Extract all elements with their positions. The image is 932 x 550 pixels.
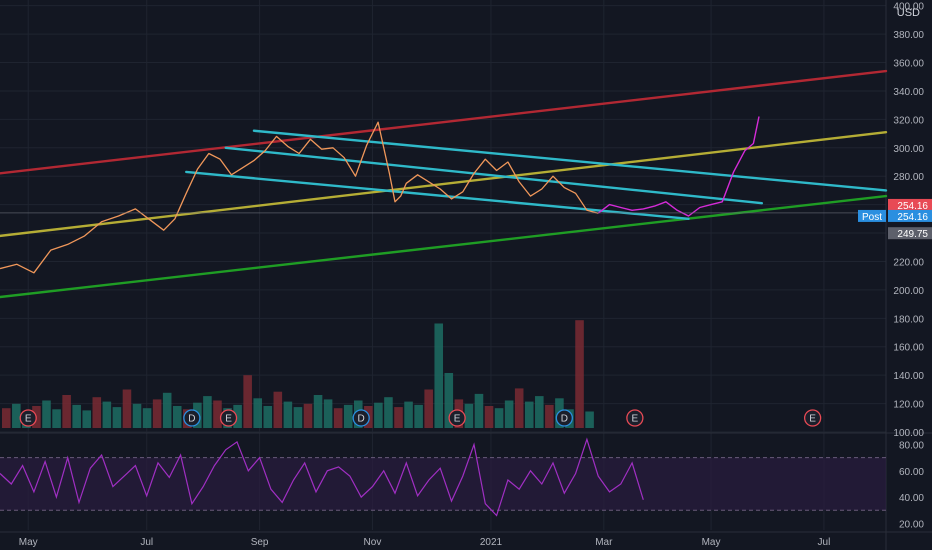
volume-bar [344, 405, 353, 428]
event-marker-label: D [561, 414, 568, 425]
volume-bar [12, 404, 21, 428]
volume-bar [2, 408, 11, 428]
volume-bar [143, 408, 152, 428]
volume-bar [294, 407, 303, 428]
y-tick-label: 280.00 [893, 172, 924, 183]
event-marker-label: E [454, 414, 461, 425]
y-tick-label: 180.00 [893, 314, 924, 325]
volume-bar [465, 404, 474, 428]
y-tick-label: 380.00 [893, 30, 924, 41]
x-tick-label: Sep [251, 537, 269, 548]
trend-layer [0, 71, 886, 297]
event-marker-label: E [25, 414, 32, 425]
volume-bar [585, 412, 594, 429]
volume-bar [525, 402, 534, 428]
volume-bar [284, 402, 293, 428]
volume-bar [213, 401, 222, 429]
y-tick-label: 220.00 [893, 257, 924, 268]
volume-bar [394, 407, 403, 428]
series-price [0, 122, 598, 273]
volume-bar [314, 395, 323, 428]
volume-bar [515, 388, 524, 428]
volume-bar [404, 402, 413, 428]
volume-bar [324, 399, 333, 428]
volume-bar [253, 398, 262, 428]
volume-bar [535, 396, 544, 428]
price-label: 254.16 [897, 212, 928, 223]
y-tick-label: 340.00 [893, 87, 924, 98]
trendline-channel-lower [186, 172, 688, 219]
x-tick-label: 2021 [480, 537, 503, 548]
rsi-y-tick-label: 20.00 [899, 519, 924, 530]
rsi-layer [0, 439, 886, 515]
volume-bar [123, 390, 132, 429]
volume-bar [52, 409, 61, 428]
y-tick-label: 360.00 [893, 59, 924, 70]
y-tick-label: 100.00 [893, 428, 924, 439]
volume-bar [424, 390, 433, 429]
volume-bar [334, 408, 343, 428]
x-tick-label: Mar [595, 537, 613, 548]
volume-bar [434, 324, 443, 429]
volume-bar [475, 394, 484, 428]
y-tick-label: 200.00 [893, 286, 924, 297]
volume-bar [203, 396, 212, 428]
volume-bar [113, 407, 122, 428]
volume-bar [82, 410, 91, 428]
event-marker-label: E [632, 414, 639, 425]
event-marker-label: D [358, 414, 365, 425]
trendline-resistance-red [0, 71, 886, 173]
volume-bar [163, 393, 172, 428]
rsi-y-tick-label: 60.00 [899, 467, 924, 478]
y-tick-label: 140.00 [893, 371, 924, 382]
volume-bar [384, 397, 393, 428]
volume-bar [103, 402, 112, 428]
volume-bar [62, 395, 71, 428]
volume-bar [545, 405, 554, 428]
volume-bar [274, 392, 283, 428]
event-marker-label: E [225, 414, 232, 425]
trendline-support-green [0, 196, 886, 297]
rsi-y-tick-label: 80.00 [899, 441, 924, 452]
rsi-y-tick-label: 40.00 [899, 493, 924, 504]
volume-layer [2, 320, 594, 428]
volume-bar [505, 401, 514, 429]
y-tick-label: 160.00 [893, 343, 924, 354]
event-marker-label: D [188, 414, 195, 425]
x-tick-label: May [19, 537, 38, 548]
series-layer [0, 117, 886, 273]
price-label-prefix: Post [862, 212, 882, 223]
volume-bar [42, 401, 51, 429]
x-tick-label: May [702, 537, 721, 548]
volume-bar [374, 403, 383, 428]
volume-bar [485, 406, 494, 428]
x-tick-label: Nov [364, 537, 382, 548]
volume-bar [495, 408, 504, 428]
x-tick-label: Jul [818, 537, 831, 548]
volume-bar [243, 375, 252, 428]
y-tick-label: 320.00 [893, 115, 924, 126]
volume-bar [414, 405, 423, 428]
y-tick-label: 300.00 [893, 144, 924, 155]
price-label: 249.75 [897, 229, 928, 240]
currency-label: USD [897, 7, 920, 19]
volume-bar [173, 406, 182, 428]
volume-bar [93, 397, 102, 428]
volume-bar [304, 404, 313, 428]
volume-bar [575, 320, 584, 428]
y-tick-label: 120.00 [893, 400, 924, 411]
rsi-band [0, 458, 886, 511]
volume-bar [263, 406, 272, 428]
volume-bar [133, 404, 142, 428]
x-tick-label: Jul [140, 537, 153, 548]
event-marker-label: E [809, 414, 816, 425]
volume-bar [153, 399, 162, 428]
volume-bar [72, 405, 81, 428]
